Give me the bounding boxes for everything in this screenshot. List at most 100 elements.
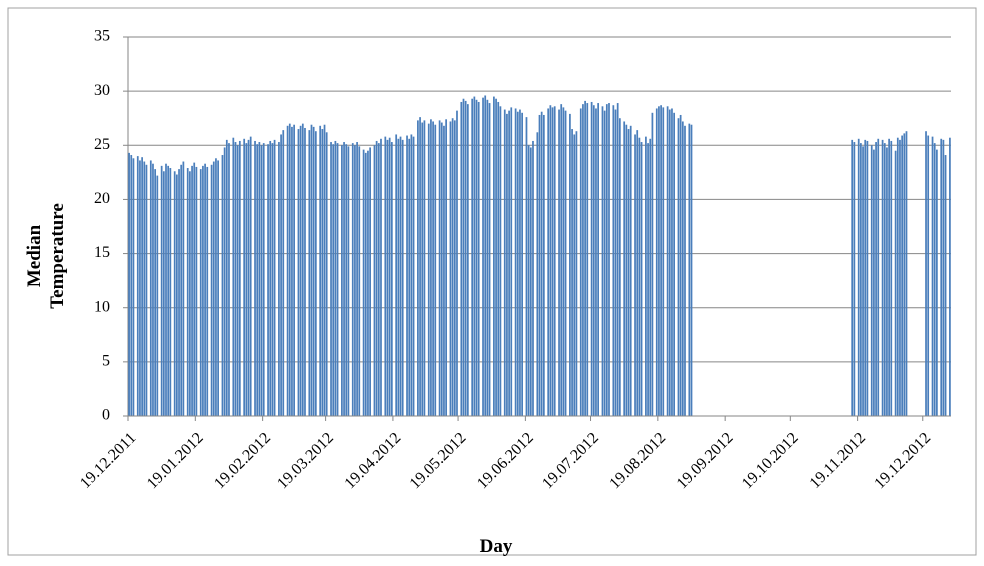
- bar: [690, 124, 693, 416]
- bar: [423, 120, 426, 416]
- bar: [397, 138, 400, 416]
- bar: [321, 129, 324, 417]
- bar: [364, 152, 367, 416]
- bar: [143, 161, 146, 416]
- bar: [668, 109, 671, 417]
- bar: [217, 160, 219, 416]
- bar: [210, 164, 213, 416]
- bar: [532, 140, 534, 416]
- bar: [443, 125, 445, 417]
- bar: [503, 109, 506, 417]
- bar: [162, 171, 165, 416]
- bar: [933, 143, 936, 416]
- bar: [215, 158, 217, 416]
- bar: [356, 142, 358, 416]
- bar: [590, 101, 593, 416]
- bar: [310, 124, 313, 416]
- bar: [384, 136, 387, 416]
- bar: [273, 139, 276, 416]
- bar: [883, 143, 886, 416]
- bar: [369, 147, 371, 417]
- bar: [662, 107, 665, 416]
- bar: [888, 138, 890, 416]
- bar: [506, 113, 508, 416]
- bar: [228, 143, 230, 416]
- bar: [332, 144, 335, 416]
- bar: [232, 137, 235, 416]
- bar: [221, 155, 224, 416]
- bar: [247, 139, 250, 416]
- bar: [293, 124, 295, 416]
- y-axis-title: Temperature: [47, 203, 68, 309]
- bar: [571, 129, 573, 417]
- bar: [212, 161, 215, 416]
- bar: [901, 135, 904, 417]
- bar: [499, 106, 502, 416]
- bar: [440, 122, 443, 416]
- bar: [927, 135, 930, 417]
- bar: [243, 138, 246, 416]
- bar: [462, 98, 465, 417]
- bar: [527, 145, 530, 417]
- bar: [538, 114, 541, 417]
- bar: [165, 163, 167, 416]
- bar: [271, 143, 274, 416]
- bar: [347, 146, 350, 416]
- bar: [564, 110, 567, 417]
- chart-frame: [7, 7, 977, 556]
- bar: [870, 145, 873, 417]
- bar: [308, 130, 311, 416]
- bar: [421, 122, 424, 416]
- bar: [529, 147, 532, 417]
- bar: [931, 136, 934, 416]
- y-axis-title: Median: [24, 224, 45, 287]
- bar: [445, 119, 447, 416]
- bar: [671, 108, 673, 417]
- bar: [406, 135, 408, 417]
- bar: [521, 112, 523, 417]
- bar: [497, 101, 500, 416]
- bar: [618, 118, 621, 416]
- bar: [417, 120, 419, 416]
- bar: [627, 129, 630, 417]
- bar: [890, 140, 893, 416]
- bar: [688, 123, 691, 416]
- bar: [684, 125, 686, 417]
- bar: [325, 132, 328, 416]
- bar: [551, 107, 554, 416]
- bar: [388, 137, 391, 416]
- bar: [638, 137, 641, 416]
- bar: [354, 145, 356, 417]
- bar: [195, 166, 198, 416]
- bar: [427, 123, 430, 416]
- bar: [256, 144, 259, 416]
- bar: [636, 130, 639, 416]
- bar: [525, 117, 528, 416]
- bar: [432, 121, 434, 416]
- bar: [677, 118, 680, 416]
- bar: [399, 136, 402, 416]
- bar: [579, 108, 582, 417]
- bar: [860, 143, 862, 416]
- bar: [482, 97, 484, 416]
- bar: [202, 165, 204, 416]
- bar: [282, 130, 285, 416]
- bar: [473, 96, 476, 417]
- bar: [362, 149, 365, 417]
- bar: [456, 110, 458, 417]
- bar: [896, 137, 899, 416]
- bar: [862, 146, 864, 416]
- bar: [258, 142, 261, 416]
- bar: [629, 125, 632, 417]
- bar: [495, 98, 497, 417]
- bar: [851, 139, 854, 416]
- bar: [660, 105, 662, 416]
- bar: [542, 114, 545, 417]
- bar: [949, 137, 951, 416]
- bar: [128, 152, 130, 416]
- bar: [262, 143, 265, 416]
- bar: [245, 143, 248, 416]
- bar: [410, 134, 413, 416]
- bar: [141, 157, 143, 416]
- bar: [582, 104, 584, 416]
